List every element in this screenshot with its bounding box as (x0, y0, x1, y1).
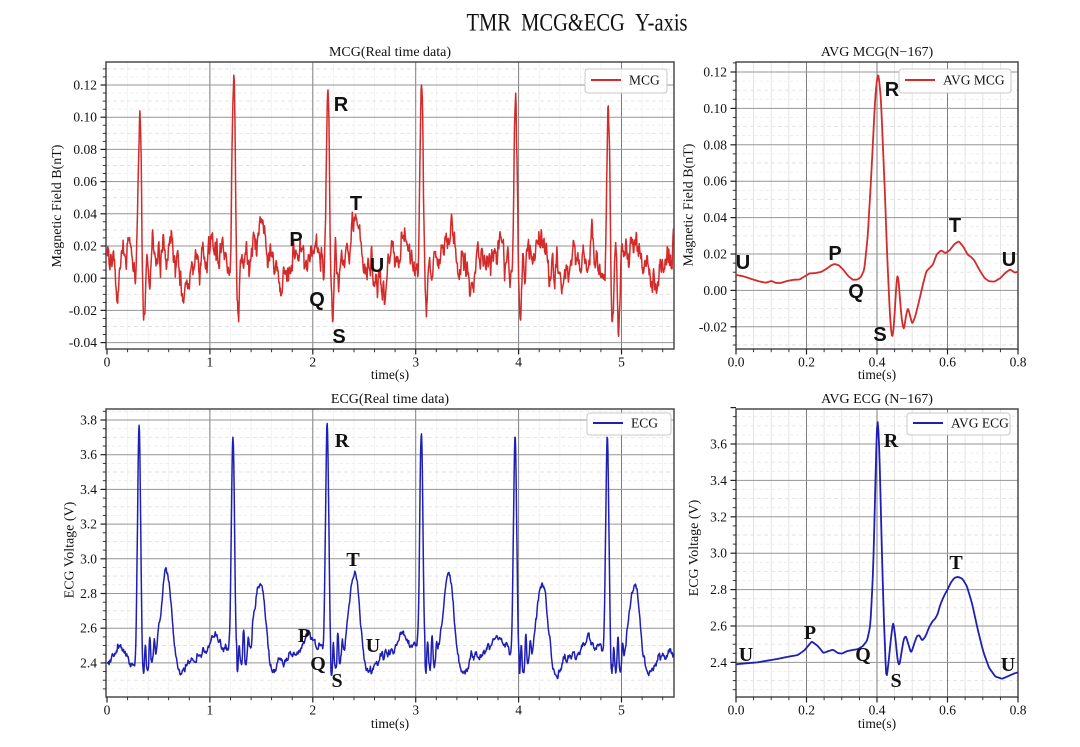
svg-text:-0.04: -0.04 (69, 335, 97, 350)
svg-text:0.00: 0.00 (703, 283, 727, 298)
svg-text:2.6: 2.6 (710, 619, 727, 634)
svg-text:0.02: 0.02 (703, 247, 727, 262)
svg-text:0.06: 0.06 (73, 174, 97, 189)
svg-text:ECG Voltage (V): ECG Voltage (V) (687, 499, 702, 596)
svg-text:T: T (949, 552, 963, 574)
svg-text:P: P (289, 229, 302, 251)
svg-text:R: R (334, 94, 349, 116)
svg-text:3.8: 3.8 (80, 413, 97, 428)
svg-text:AVG ECG (N−167): AVG ECG (N−167) (821, 392, 933, 407)
svg-text:U: U (366, 635, 380, 657)
svg-text:T: T (949, 215, 961, 237)
svg-text:1: 1 (207, 355, 214, 370)
svg-text:-0.02: -0.02 (69, 303, 97, 318)
svg-text:0.08: 0.08 (703, 137, 727, 152)
svg-text:R: R (335, 430, 350, 452)
svg-text:3: 3 (412, 703, 419, 718)
svg-text:2: 2 (309, 355, 316, 370)
svg-text:5: 5 (618, 355, 625, 370)
svg-text:3.0: 3.0 (710, 546, 727, 561)
svg-text:R: R (885, 79, 900, 101)
svg-text:0.2: 0.2 (798, 355, 815, 370)
svg-text:MCG(Real time data): MCG(Real time data) (329, 45, 451, 60)
svg-text:P: P (298, 625, 310, 647)
svg-text:T: T (350, 193, 362, 215)
svg-text:S: S (331, 670, 342, 692)
svg-text:U: U (370, 255, 384, 277)
svg-text:3.4: 3.4 (710, 473, 727, 488)
svg-text:R: R (884, 430, 899, 452)
svg-text:time(s): time(s) (371, 367, 409, 382)
svg-text:3.6: 3.6 (80, 447, 97, 462)
svg-text:U: U (1001, 654, 1015, 676)
svg-text:5: 5 (618, 703, 625, 718)
svg-text:time(s): time(s) (371, 716, 409, 731)
svg-text:MCG: MCG (629, 73, 660, 88)
svg-text:Magnetic Field B(nT): Magnetic Field B(nT) (50, 144, 65, 267)
svg-text:4: 4 (515, 703, 522, 718)
svg-text:U: U (736, 252, 750, 274)
svg-text:0.04: 0.04 (703, 210, 727, 225)
svg-text:0.4: 0.4 (869, 703, 886, 718)
svg-text:3.4: 3.4 (80, 482, 97, 497)
svg-text:0.10: 0.10 (703, 101, 727, 116)
svg-text:2.8: 2.8 (80, 586, 97, 601)
svg-text:ECG Voltage (V): ECG Voltage (V) (63, 501, 78, 598)
svg-text:0: 0 (104, 703, 111, 718)
svg-text:0.2: 0.2 (798, 703, 815, 718)
svg-text:2.4: 2.4 (710, 655, 727, 670)
svg-text:0.12: 0.12 (73, 78, 97, 93)
svg-text:2.8: 2.8 (710, 582, 727, 597)
svg-text:0: 0 (104, 355, 111, 370)
svg-text:-0.02: -0.02 (699, 319, 727, 334)
svg-text:0.04: 0.04 (73, 206, 97, 221)
svg-text:0.6: 0.6 (939, 703, 956, 718)
svg-text:0.6: 0.6 (939, 355, 956, 370)
svg-text:0.8: 0.8 (1010, 355, 1027, 370)
svg-text:3.0: 3.0 (80, 551, 97, 566)
svg-text:0.0: 0.0 (728, 703, 745, 718)
svg-text:0.8: 0.8 (1010, 703, 1027, 718)
svg-text:0.06: 0.06 (703, 174, 727, 189)
svg-text:2.4: 2.4 (80, 655, 97, 670)
svg-text:0.02: 0.02 (73, 239, 97, 254)
svg-text:3.6: 3.6 (710, 437, 727, 452)
svg-text:S: S (332, 326, 345, 348)
svg-text:3: 3 (412, 355, 419, 370)
svg-text:S: S (890, 670, 901, 692)
svg-text:0.4: 0.4 (869, 355, 886, 370)
svg-text:P: P (828, 243, 841, 265)
svg-text:ECG: ECG (631, 416, 658, 431)
svg-text:3.2: 3.2 (710, 509, 727, 524)
svg-text:4: 4 (515, 355, 522, 370)
svg-text:0.00: 0.00 (73, 271, 97, 286)
svg-text:AVG MCG: AVG MCG (943, 73, 1005, 88)
svg-text:P: P (804, 622, 816, 644)
svg-text:0.12: 0.12 (703, 65, 727, 80)
svg-text:S: S (873, 324, 886, 346)
svg-text:0.0: 0.0 (728, 355, 745, 370)
svg-text:Q: Q (309, 289, 325, 311)
svg-text:2.6: 2.6 (80, 621, 97, 636)
svg-text:0.10: 0.10 (73, 110, 97, 125)
svg-text:2: 2 (309, 703, 316, 718)
svg-text:T: T (346, 549, 360, 571)
svg-text:0.08: 0.08 (73, 142, 97, 157)
svg-text:Magnetic Field B(nT): Magnetic Field B(nT) (682, 143, 697, 266)
svg-text:1: 1 (207, 703, 214, 718)
svg-text:ECG(Real time data): ECG(Real time data) (331, 392, 450, 407)
svg-text:3.2: 3.2 (80, 517, 97, 532)
svg-text:AVG ECG: AVG ECG (951, 416, 1009, 431)
svg-text:time(s): time(s) (858, 367, 896, 382)
svg-text:Q: Q (310, 653, 326, 675)
svg-text:U: U (1002, 249, 1016, 271)
svg-text:Q: Q (848, 281, 864, 303)
svg-text:AVG MCG(N−167): AVG MCG(N−167) (821, 45, 934, 60)
svg-text:TMR MCG&ECG Y-axis: TMR MCG&ECG Y-axis (467, 10, 688, 37)
svg-text:time(s): time(s) (858, 716, 896, 731)
svg-text:U: U (739, 644, 753, 666)
svg-text:Q: Q (855, 644, 871, 666)
